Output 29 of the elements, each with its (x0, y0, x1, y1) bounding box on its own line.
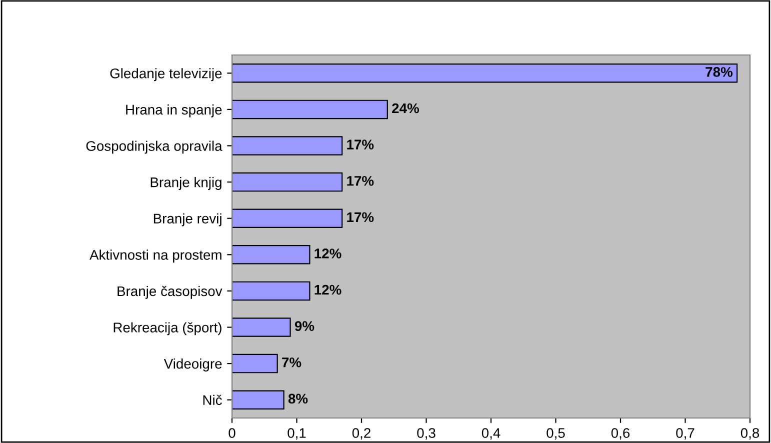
y-tick-label: Nič (203, 394, 222, 406)
y-tick-label: Branje revij (154, 213, 222, 226)
data-label: 12% (314, 284, 342, 295)
x-tick-label: 0,6 (611, 428, 630, 440)
data-label: 17% (347, 212, 374, 222)
data-label: 7% (282, 357, 302, 368)
data-label: 24% (392, 103, 419, 114)
data-label: 17% (347, 140, 374, 150)
x-tick-label: 0,2 (352, 428, 370, 440)
data-label: 8% (288, 394, 308, 404)
y-tick-label: Aktivnosti na prostem (90, 250, 222, 263)
y-tick-label: Branje knjig (150, 177, 222, 190)
y-tick-label: Rekreacija (šport) (114, 322, 222, 336)
x-tick-label: 0,4 (482, 428, 500, 440)
x-tick-label: 0,7 (676, 428, 694, 440)
data-label: 17% (347, 176, 374, 186)
x-tick-label: 0 (228, 428, 236, 438)
x-tick-label: 0,1 (288, 428, 306, 440)
data-label: 12% (314, 248, 342, 258)
x-tick-label: 0,8 (740, 428, 760, 440)
x-tick-label: 0,5 (546, 428, 565, 440)
y-tick-label: Videoigre (164, 358, 222, 372)
y-tick-label: Hrana in spanje (126, 104, 222, 118)
x-tick-label: 0,3 (417, 428, 436, 440)
data-label: 78% (706, 67, 733, 77)
data-label: 9% (294, 321, 314, 331)
y-tick-label: Gledanje televizije (110, 68, 222, 82)
y-tick-label: Gospodinjska opravila (86, 140, 222, 154)
y-tick-label: Branje časopisov (118, 286, 222, 299)
